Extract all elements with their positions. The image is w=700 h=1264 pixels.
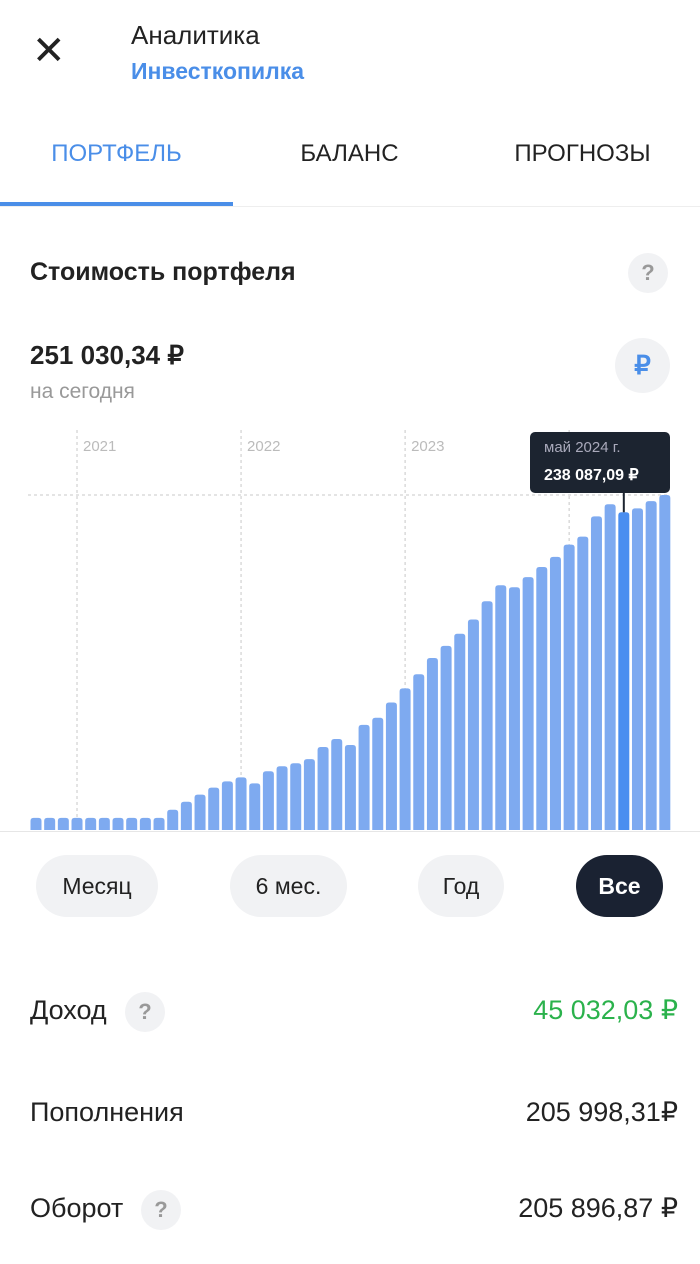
bar	[358, 724, 370, 830]
bar	[221, 781, 233, 830]
bar	[98, 817, 110, 830]
bar	[645, 501, 657, 830]
period-button[interactable]: 6 мес.	[230, 855, 347, 917]
period-button[interactable]: Год	[418, 855, 504, 917]
bar	[659, 495, 671, 830]
bar	[208, 787, 220, 830]
chart-baseline	[0, 831, 700, 832]
bar	[139, 817, 151, 830]
bar	[303, 759, 315, 830]
stat-label: Оборот	[30, 1193, 124, 1223]
bar	[85, 817, 97, 830]
bar	[276, 766, 288, 830]
tooltip-date: май 2024 г.	[544, 439, 621, 456]
tab[interactable]: БАЛАНС	[300, 140, 399, 167]
x-tick-label: 2021	[83, 438, 116, 455]
bar	[467, 619, 479, 830]
bar	[495, 585, 507, 830]
bar	[249, 783, 261, 830]
bar	[399, 688, 411, 830]
bar	[317, 746, 329, 830]
stat-value: 205 896,87 ₽	[518, 1193, 678, 1223]
bar	[604, 504, 616, 830]
stat-value: 45 032,03 ₽	[533, 995, 678, 1025]
bar	[344, 744, 356, 830]
x-tick-label: 2022	[247, 438, 280, 455]
bar	[536, 566, 548, 830]
bar	[290, 763, 302, 830]
stat-value: 205 998,31₽	[525, 1097, 678, 1127]
help-button[interactable]: ?	[141, 1190, 181, 1230]
tooltip	[530, 432, 670, 493]
bar	[44, 817, 56, 830]
bar	[57, 817, 69, 830]
bar	[235, 777, 247, 830]
section-title: Стоимость портфеля	[30, 258, 296, 286]
tab-indicator	[0, 202, 233, 206]
bar	[577, 536, 589, 830]
bar	[549, 556, 561, 830]
bar	[631, 508, 643, 830]
bar	[372, 717, 384, 830]
tab[interactable]: ПОРТФЕЛЬ	[51, 140, 182, 167]
help-button[interactable]: ?	[125, 992, 165, 1032]
period-button[interactable]: Месяц	[36, 855, 158, 917]
bar	[194, 794, 206, 830]
currency-button[interactable]: ₽	[615, 338, 670, 393]
bar	[385, 702, 397, 830]
close-button[interactable]: ✕	[32, 29, 66, 73]
chart: 2021 2022 2023 май 2024 г. 238 087,09 ₽	[28, 430, 671, 830]
bar	[618, 512, 630, 830]
bar	[563, 544, 575, 830]
bar	[112, 817, 124, 830]
stat-label: Пополнения	[30, 1097, 184, 1127]
bar	[262, 771, 274, 830]
bar	[522, 577, 534, 830]
bar	[30, 817, 42, 830]
page-subtitle: Инвесткопилка	[131, 58, 305, 84]
bar	[426, 657, 438, 830]
bar	[153, 817, 165, 830]
x-tick-label: 2023	[411, 438, 444, 455]
bar	[508, 587, 520, 830]
bar	[126, 817, 138, 830]
value-caption: на сегодня	[30, 380, 135, 403]
bar	[71, 817, 83, 830]
bar	[440, 645, 452, 830]
stat-label: Доход	[30, 995, 107, 1025]
bar	[167, 809, 179, 830]
page-title: Аналитика	[131, 20, 260, 50]
bar	[590, 516, 602, 830]
portfolio-value: 251 030,34 ₽	[30, 340, 184, 370]
period-button[interactable]: Все	[576, 855, 663, 917]
tab[interactable]: ПРОГНОЗЫ	[514, 140, 651, 167]
bar	[454, 633, 466, 830]
tooltip-value: 238 087,09 ₽	[544, 467, 639, 484]
divider	[0, 206, 700, 207]
bar	[481, 601, 493, 830]
bar	[180, 801, 192, 830]
help-button[interactable]: ?	[628, 253, 668, 293]
bar	[413, 674, 425, 830]
bar	[331, 738, 343, 830]
